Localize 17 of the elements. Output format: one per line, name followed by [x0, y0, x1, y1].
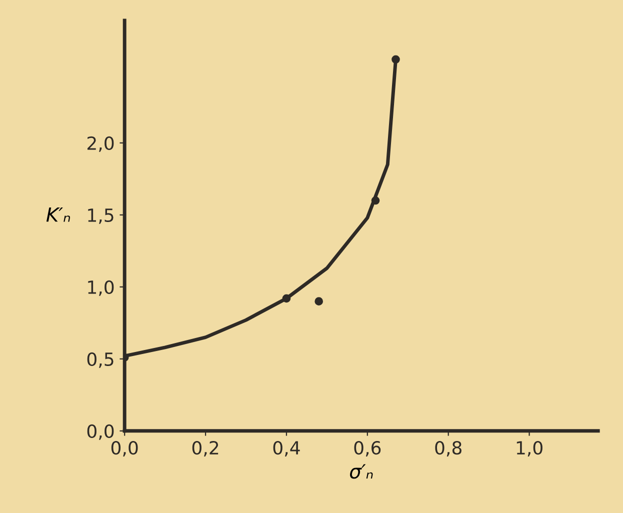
y-tick-label: 0,0: [87, 424, 114, 440]
x-axis-title: σ′ₙ: [350, 464, 373, 479]
x-tick-label: 0,4: [273, 440, 300, 456]
y-axis-title: K′ₙ: [46, 208, 70, 222]
point: [392, 55, 400, 64]
x-tick-label: 0,6: [354, 440, 381, 456]
point: [282, 294, 291, 303]
x-tick-label: 1,0: [516, 440, 542, 456]
y-tick-label: 1,5: [88, 208, 114, 224]
x-tick-label: 0,0: [111, 440, 138, 456]
y-tick-label: 2,0: [87, 136, 114, 152]
y-tick-label: 0,5: [87, 352, 114, 368]
point: [314, 297, 324, 306]
x-tick-label: 0,2: [192, 440, 218, 456]
y-tick-label: 1,0: [88, 280, 114, 296]
point: [371, 196, 380, 205]
x-tick-label: 0,8: [435, 440, 462, 456]
